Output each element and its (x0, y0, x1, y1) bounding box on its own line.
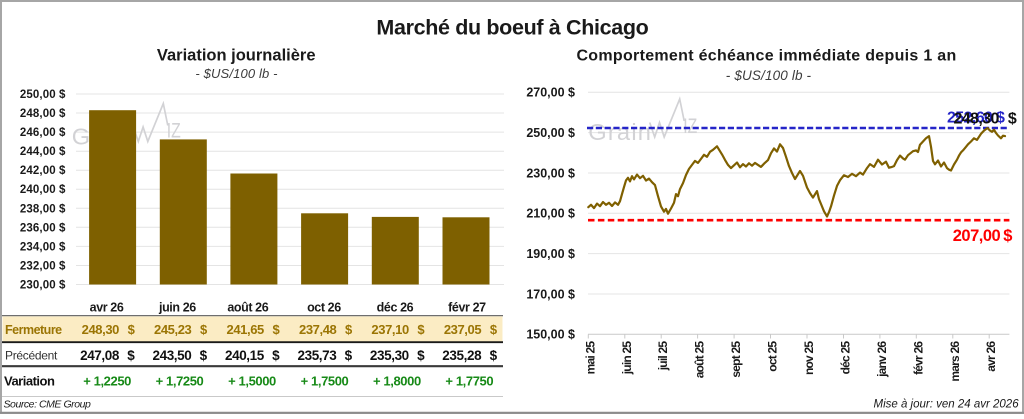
svg-text:$: $ (127, 348, 135, 363)
svg-text:$: $ (272, 322, 280, 337)
svg-text:241,65: 241,65 (227, 322, 265, 337)
svg-text:Précédent: Précédent (5, 348, 58, 362)
svg-text:$: $ (490, 322, 498, 337)
svg-text:janv 26: janv 26 (875, 341, 889, 378)
svg-text:207,00: 207,00 (953, 227, 1001, 245)
svg-text:juil 25: juil 25 (656, 341, 670, 372)
svg-text:Marché du boeuf à Chicago: Marché du boeuf à Chicago (376, 16, 648, 40)
svg-text:270,00 $: 270,00 $ (526, 86, 575, 100)
svg-text:243,50: 243,50 (152, 348, 191, 363)
svg-text:238,00 $: 238,00 $ (20, 203, 66, 215)
svg-text:août 25: août 25 (693, 341, 707, 379)
svg-text:250,00 $: 250,00 $ (526, 126, 575, 140)
svg-text:Mise à jour: ven 24 avr 2026: Mise à jour: ven 24 avr 2026 (873, 399, 1019, 411)
svg-text:+ 1,2250: + 1,2250 (83, 373, 131, 388)
svg-text:235,30: 235,30 (370, 348, 409, 363)
svg-text:févr 26: févr 26 (911, 341, 925, 375)
svg-text:Source: CME Group: Source: CME Group (4, 399, 91, 411)
svg-text:$: $ (417, 348, 425, 363)
svg-text:IZ: IZ (683, 115, 697, 138)
svg-text:déc 25: déc 25 (839, 341, 853, 375)
svg-text:Fermeture: Fermeture (5, 323, 62, 337)
svg-text:246,00 $: 246,00 $ (20, 127, 66, 139)
svg-text:Variation: Variation (4, 373, 55, 388)
svg-text:avr 26: avr 26 (984, 341, 998, 372)
svg-text:Comportement échéance immédiat: Comportement échéance immédiate depuis 1… (576, 47, 956, 64)
svg-text:$: $ (272, 348, 280, 363)
svg-text:mars 26: mars 26 (948, 341, 962, 382)
svg-text:avr 26: avr 26 (90, 300, 124, 314)
svg-text:237,05: 237,05 (444, 322, 482, 337)
svg-text:210,00 $: 210,00 $ (526, 207, 575, 221)
svg-text:240,15: 240,15 (225, 348, 265, 363)
svg-text:235,28: 235,28 (442, 348, 482, 363)
svg-text:$: $ (996, 109, 1005, 126)
svg-text:250,00 $: 250,00 $ (20, 89, 66, 101)
svg-text:+ 1,7250: + 1,7250 (156, 373, 204, 388)
svg-text:$: $ (200, 348, 208, 363)
svg-text:248,00 $: 248,00 $ (20, 108, 66, 120)
svg-text:244,00 $: 244,00 $ (20, 146, 66, 158)
svg-text:+ 1,7750: + 1,7750 (445, 373, 493, 388)
svg-text:248,30: 248,30 (953, 110, 999, 127)
svg-text:$: $ (1003, 227, 1012, 245)
svg-text:234,00 $: 234,00 $ (20, 241, 66, 253)
svg-text:230,00 $: 230,00 $ (20, 280, 66, 292)
svg-text:- $US/100 lb -: - $US/100 lb - (195, 66, 278, 81)
svg-text:juin 25: juin 25 (620, 341, 634, 376)
svg-text:déc 26: déc 26 (377, 300, 414, 314)
svg-text:sept 25: sept 25 (729, 341, 743, 378)
svg-text:$: $ (345, 322, 353, 337)
svg-text:$: $ (345, 348, 353, 363)
svg-text:232,00 $: 232,00 $ (20, 261, 66, 273)
svg-text:oct 26: oct 26 (307, 300, 341, 314)
svg-text:230,00 $: 230,00 $ (526, 166, 575, 180)
svg-text:+ 1,7500: + 1,7500 (301, 373, 349, 388)
svg-text:252,60: 252,60 (947, 109, 993, 126)
svg-text:$: $ (128, 322, 136, 337)
svg-text:nov 25: nov 25 (802, 341, 816, 375)
svg-text:- $US/100 lb -: - $US/100 lb - (726, 68, 812, 83)
svg-text:Variation journalière: Variation journalière (157, 47, 316, 65)
svg-text:150,00 $: 150,00 $ (526, 328, 575, 342)
svg-text:235,73: 235,73 (297, 348, 337, 363)
svg-text:+ 1,5000: + 1,5000 (228, 373, 276, 388)
svg-text:236,00 $: 236,00 $ (20, 222, 66, 234)
svg-text:247,08: 247,08 (80, 348, 120, 363)
svg-text:170,00 $: 170,00 $ (526, 287, 575, 301)
svg-text:245,23: 245,23 (154, 322, 192, 337)
svg-text:242,00 $: 242,00 $ (20, 165, 66, 177)
svg-text:$: $ (1008, 110, 1017, 127)
svg-text:237,48: 237,48 (299, 322, 337, 337)
svg-text:oct 25: oct 25 (766, 341, 780, 372)
svg-text:mai 25: mai 25 (583, 341, 597, 375)
svg-text:IZ: IZ (167, 120, 181, 143)
svg-text:Grain: Grain (588, 119, 652, 145)
svg-text:juin 26: juin 26 (158, 300, 196, 314)
svg-text:248,30: 248,30 (82, 322, 120, 337)
svg-text:févr 27: févr 27 (448, 300, 486, 314)
svg-text:$: $ (490, 348, 498, 363)
svg-text:237,10: 237,10 (371, 322, 409, 337)
svg-text:$: $ (200, 322, 208, 337)
svg-text:240,00 $: 240,00 $ (20, 184, 66, 196)
svg-text:août 26: août 26 (227, 300, 268, 314)
svg-text:$: $ (417, 322, 425, 337)
svg-text:+ 1,8000: + 1,8000 (373, 373, 421, 388)
svg-text:190,00 $: 190,00 $ (526, 247, 575, 261)
